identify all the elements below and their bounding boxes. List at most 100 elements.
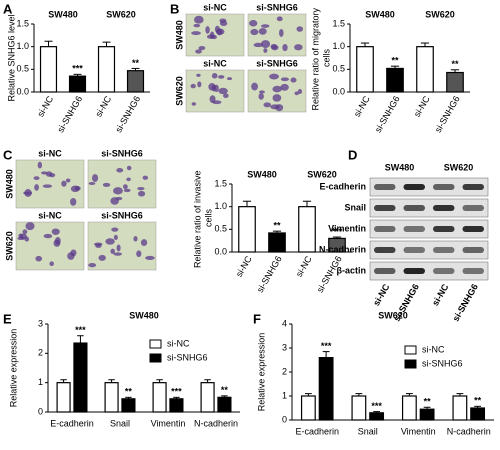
y-tick-label: 1.0 [332, 41, 345, 51]
group-label: SW620 [425, 9, 455, 19]
group-label: SW620 [307, 169, 337, 179]
protein-label: Vimentin [328, 223, 366, 233]
stained-cell [126, 177, 131, 182]
band [433, 247, 455, 253]
band [403, 184, 425, 190]
panel-label: D [348, 147, 357, 162]
stained-cell [115, 196, 123, 201]
stained-cell [282, 43, 288, 52]
y-tick-label: 3 [38, 318, 43, 328]
row-label: SW480 [4, 169, 14, 199]
stained-cell [110, 248, 115, 254]
y-tick-label: 0.0 [16, 86, 29, 96]
stained-cell [105, 238, 115, 245]
row-label: SW480 [174, 20, 184, 50]
group-label: SW480 [385, 162, 415, 172]
bar [318, 357, 334, 421]
bar [419, 408, 435, 421]
stained-cell [214, 84, 219, 93]
stained-cell [140, 239, 148, 247]
stained-cell [195, 49, 202, 54]
x-tick-label: si-SNHG6 [55, 94, 84, 134]
bar [104, 382, 119, 413]
stained-cell [61, 180, 67, 187]
stained-cell [22, 229, 28, 235]
stained-cell [217, 75, 225, 79]
significance: *** [75, 325, 86, 335]
x-tick-label: si-NC [93, 94, 113, 119]
stained-cell [211, 73, 218, 79]
bar [268, 232, 286, 253]
stained-cell [191, 102, 197, 106]
blot-strip [369, 177, 489, 197]
stained-cell [113, 252, 123, 256]
stained-cell [191, 31, 201, 36]
bar [446, 71, 464, 93]
y-tick-label: 0 [38, 406, 43, 416]
bar [470, 407, 486, 421]
stained-cell [271, 44, 279, 51]
stained-cell [92, 174, 99, 183]
row-label: SW620 [4, 231, 14, 261]
y-tick-label: 1.0 [16, 41, 29, 51]
stained-cell [70, 198, 77, 206]
x-tick-label: Vimentin [401, 426, 436, 436]
stained-cell [251, 82, 258, 91]
bar [300, 395, 316, 421]
stained-cell [260, 40, 271, 48]
stained-cell [25, 222, 35, 231]
x-tick-label: si-SNHG6 [433, 94, 462, 134]
bar [121, 398, 136, 413]
bar [68, 75, 87, 93]
stained-cell [208, 83, 216, 91]
stained-cell [198, 45, 206, 51]
protein-label: β-actin [337, 265, 367, 275]
stained-cell [65, 178, 71, 183]
micrograph [87, 159, 157, 209]
significance: *** [332, 226, 343, 236]
bar [97, 46, 116, 93]
bar [56, 382, 71, 413]
y-axis-label: Relative expression [256, 333, 266, 412]
stained-cell [275, 104, 284, 112]
band [374, 226, 396, 232]
y-tick-label: 4 [282, 318, 287, 328]
stained-cell [259, 90, 265, 94]
stained-cell [93, 242, 103, 246]
bar [39, 46, 58, 93]
band [433, 226, 455, 232]
x-tick-label: si-SNHG6 [373, 94, 402, 134]
stained-cell [258, 28, 267, 35]
stained-cell [123, 188, 131, 193]
stained-cell [53, 239, 61, 247]
stained-cell [219, 20, 228, 27]
stained-cell [269, 73, 279, 80]
band [433, 184, 455, 190]
stained-cell [258, 93, 264, 100]
stained-cell [280, 77, 289, 82]
group-label: SW480 [48, 9, 78, 19]
band [374, 247, 396, 253]
legend-swatch [404, 359, 417, 369]
blot-strip [369, 198, 489, 218]
stained-cell [280, 83, 289, 91]
band [462, 247, 484, 253]
stained-cell [227, 77, 233, 81]
band [374, 205, 396, 211]
significance: *** [371, 401, 382, 411]
y-tick-label: 1 [282, 390, 287, 400]
stained-cell [253, 42, 263, 48]
y-tick-label: 0.5 [16, 64, 29, 74]
stained-cell [126, 165, 132, 171]
significance: *** [72, 64, 83, 74]
legend-label: si-NC [167, 338, 190, 348]
bar [169, 398, 184, 413]
bar [298, 206, 316, 253]
column-label: si-NC [203, 2, 227, 12]
column-label: si-NC [38, 148, 62, 158]
bar [351, 395, 367, 421]
y-axis-label: Relative ratio of invasive cells [193, 168, 214, 268]
bar [152, 382, 167, 413]
significance: ** [474, 396, 482, 406]
